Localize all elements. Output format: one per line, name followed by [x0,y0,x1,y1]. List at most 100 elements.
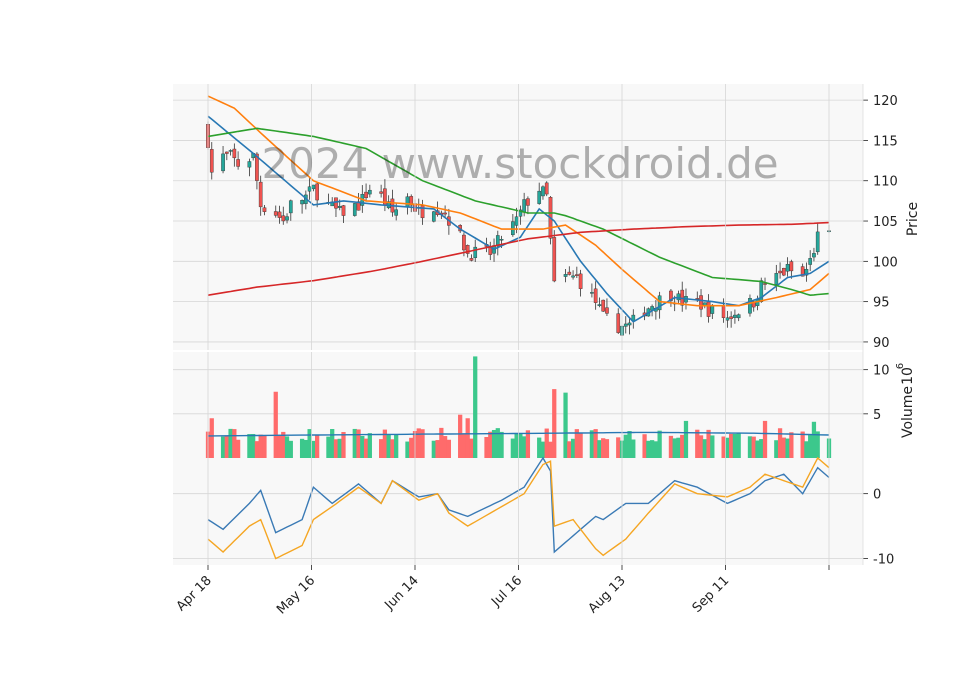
volume-bar [593,429,598,458]
candle-body [627,322,632,326]
candle-body [277,211,282,218]
volume-bar [491,429,497,458]
candle-body [232,148,237,159]
candle-body [341,205,346,216]
volume-bar [405,441,410,458]
volume-bar [352,428,357,458]
volume-bar [695,429,700,458]
volume-bar [209,418,214,458]
candle-body [209,149,214,173]
volume-bar [333,439,339,458]
candle-body [774,273,779,285]
candle-body [262,207,267,212]
candle-body [657,295,662,311]
volume-bar [446,439,452,458]
price-tick-label: 120 [873,94,898,109]
candle-body [221,153,225,172]
volume-bar [416,428,421,458]
candle-body [782,267,786,276]
candle-body [288,200,293,214]
candle-body [729,316,733,319]
volume-bar [623,434,628,458]
volume-bar [431,440,436,458]
volume-bar [277,434,282,458]
candle-body [334,197,338,209]
volume-axis-exponent: 6 [895,363,906,369]
volume-bar [382,429,388,458]
volume-bar [631,439,636,458]
candle-body [258,181,263,208]
volume-bar [254,441,260,458]
volume-bar [657,430,662,458]
volume-bar [601,438,606,458]
candle-body [236,159,240,167]
volume-bar [409,437,414,458]
volume-axis-exponent-base: 10 [900,367,916,385]
candle-body [285,216,289,221]
volume-bar [465,418,470,458]
candle-body [815,231,820,253]
candle-body [394,209,399,216]
candle-body [676,293,681,301]
candle-body [812,253,816,258]
candle-body [804,268,809,276]
volume-bar [815,431,820,458]
volume-bar [762,420,768,458]
volume-bar [224,435,229,458]
volume-bar [808,433,813,458]
candle-body [597,304,602,306]
volume-bar [281,431,286,458]
volume-bar [307,429,312,458]
candle-body [368,189,372,195]
volume-bar [337,438,342,458]
candle-body [751,301,756,308]
price-tick-label: 100 [873,255,898,270]
volume-bar [570,438,576,458]
volume-bar [473,356,478,458]
candle-body [789,261,794,272]
x-tick-label: Jun 14 [382,573,422,613]
volume-bar [751,436,756,458]
volume-bar [672,438,677,458]
candle-body [337,205,342,208]
candle-body [605,307,609,314]
volume-bar [616,437,621,458]
volume-bar [804,441,809,458]
volume-bar [518,433,523,458]
volume-bar [800,431,805,458]
candle-body [575,274,579,276]
volume-bar [288,440,293,458]
volume-bar [394,433,399,458]
candle-body [616,313,621,333]
volume-bar [774,440,779,458]
volume-tick-label: 5 [873,408,881,423]
x-tick-label: Jul 16 [488,573,525,610]
volume-bar [510,438,515,458]
volume-bar [698,435,704,458]
oscillator-panel: -10 0 [173,456,894,568]
volume-bar [220,436,226,458]
volume-bar [251,433,256,458]
candle-body [228,150,233,152]
volume-bar [420,429,425,458]
volume-bar [548,441,553,458]
volume-bar [646,440,651,458]
watermark: 2024 www.stockdroid.de [261,139,778,188]
candle-body [281,215,286,222]
candle-body [808,258,813,265]
volume-bar [649,440,655,458]
candle-body [526,198,530,206]
volume-bar [563,392,568,458]
candle-body [431,211,436,222]
price-panel: 90 95 100 105 110 115 120 [173,84,898,351]
price-tick-label: 95 [873,296,890,311]
candle-body [778,270,782,274]
candle-body [352,203,357,216]
x-tick-label: Sep 11 [690,573,733,616]
volume-bar [811,421,817,458]
candle-body [469,258,474,261]
volume-bar [676,437,681,458]
volume-bar [330,429,335,458]
candle-body [699,295,703,310]
